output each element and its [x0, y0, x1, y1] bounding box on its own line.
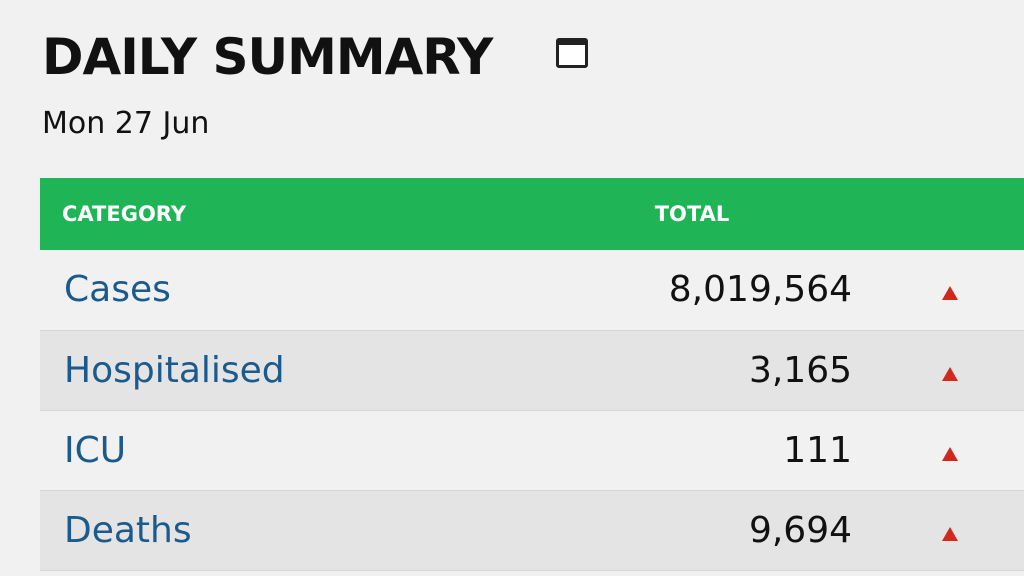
trend-cell [876, 490, 1024, 570]
trend-cell [876, 250, 1024, 330]
total-value: 111 [783, 429, 852, 471]
table-row: Hospitalised 3,165 [40, 330, 1024, 410]
category-link[interactable]: ICU [64, 429, 127, 471]
table-row: Deaths 9,694 [40, 490, 1024, 570]
total-value: 9,694 [748, 509, 852, 551]
up-arrow-icon [942, 366, 958, 381]
column-header-blank [876, 178, 1024, 250]
category-link[interactable]: Deaths [64, 509, 192, 551]
column-header: TOTAL [654, 202, 730, 226]
trend-cell [876, 410, 1024, 490]
up-arrow-icon [942, 286, 958, 301]
expand-button[interactable] [556, 38, 588, 68]
column-header: CATEGORY [62, 202, 187, 226]
summary-table: CATEGORY TOTAL Cases 8,019,564 Hospitalise… [40, 178, 1024, 571]
trend-cell [876, 330, 1024, 410]
category-link[interactable]: Cases [64, 269, 171, 311]
title: DAILY SUMMARY [42, 28, 493, 86]
date: Mon 27 Jun [42, 106, 210, 141]
header-row: CATEGORY TOTAL [40, 178, 1024, 250]
total-value: 3,165 [748, 349, 852, 391]
table-row: Cases 8,019,564 [40, 250, 1024, 330]
up-arrow-icon [942, 446, 958, 461]
table-row: ICU 111 [40, 410, 1024, 490]
up-arrow-icon [942, 526, 958, 541]
category-link[interactable]: Hospitalised [64, 349, 285, 391]
total-value: 8,019,564 [668, 269, 852, 311]
